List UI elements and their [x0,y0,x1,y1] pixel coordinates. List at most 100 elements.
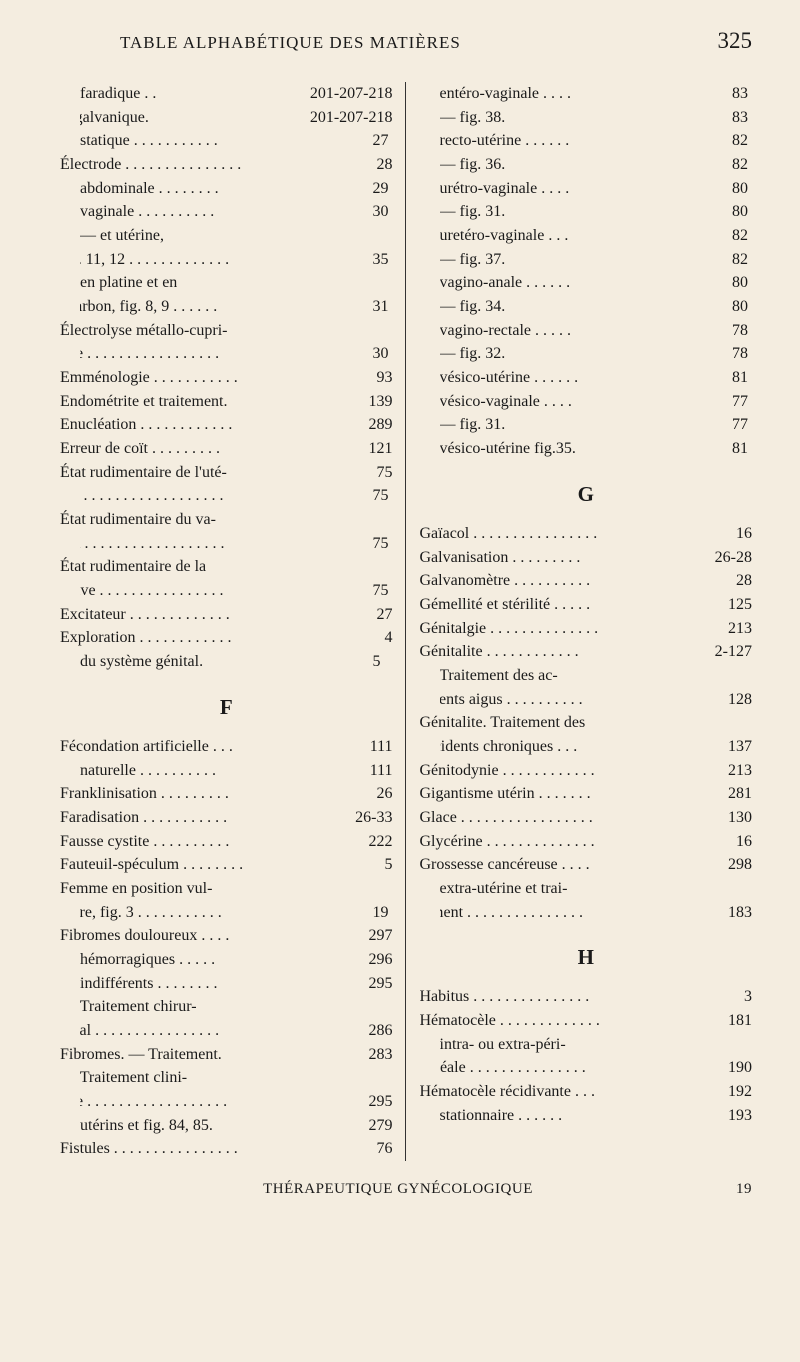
entry-page: 125 [728,593,752,617]
index-entry: Fibromes douloureux . . . .297 [60,924,393,948]
index-entry: — entéro-vaginale . . . .83 [420,82,753,106]
index-entry: Exploration . . . . . . . . . . . .4 [60,626,393,650]
entry-page: 26 [377,782,393,806]
entry-page: 190 [748,1056,752,1080]
entry-label: Glace . . . . . . . . . . . . . . . . . [420,806,593,830]
entry-label: État rudimentaire de l'uté- [60,461,227,485]
left-entries-block-1: — faradique . .201-207-218-- galvanique.… [60,82,393,674]
entry-label: Enucléation . . . . . . . . . . . . [60,413,232,437]
entry-page: 75 [377,461,393,485]
entry-label: Génitalite. Traitement des [420,711,586,735]
index-entry: accidents chroniques . . .137 [420,735,753,759]
page-number: 325 [718,28,753,54]
index-entry: — stationnaire . . . . . .193 [420,1104,753,1128]
entry-label: que . . . . . . . . . . . . . . . . . [80,342,219,366]
entry-label: — — fig. 34. [440,295,506,319]
section-letter-h: H [420,942,753,973]
index-entry: État rudimentaire du va- [60,508,393,532]
entry-label: — recto-utérine . . . . . . [440,129,570,153]
index-entry: — intra- ou extra-péri- [420,1033,753,1057]
index-entry: Fauteuil-spéculum . . . . . . . .5 [60,853,393,877]
index-entry: vaire, fig. 3 . . . . . . . . . . .19 [60,901,393,925]
entry-label: -- galvanique. [80,106,149,130]
entry-label: Erreur de coït . . . . . . . . . [60,437,220,461]
entry-page: 130 [728,806,752,830]
entry-page: 283 [369,1043,393,1067]
index-entry: Glycérine . . . . . . . . . . . . . .16 [420,830,753,854]
entry-page: 297 [369,924,393,948]
entry-label: vulve . . . . . . . . . . . . . . . . [80,579,224,603]
index-entry: Génitodynie . . . . . . . . . . . .213 [420,759,753,783]
index-entry: Galvanisation . . . . . . . . .26-28 [420,546,753,570]
index-entry: — faradique . .201-207-218 [60,82,393,106]
section-letter-g: G [420,479,753,510]
right-entries-block-3: Habitus . . . . . . . . . . . . . . .3Hé… [420,985,753,1127]
index-entry: État rudimentaire de l'uté- 75 [60,461,393,485]
entry-label: Gémellité et stérilité . . . . . [420,593,591,617]
index-entry: Fibromes. — Traitement.283 [60,1043,393,1067]
index-entry: Excitateur . . . . . . . . . . . . .27 [60,603,393,627]
entry-label: Hématocèle . . . . . . . . . . . . . [420,1009,600,1033]
index-entry: — vésico-vaginale . . . .77 [420,390,753,414]
entry-label: Fistules . . . . . . . . . . . . . . . . [60,1137,238,1161]
entry-label: tonéale . . . . . . . . . . . . . . . [440,1056,586,1080]
entry-label: Gaïacol . . . . . . . . . . . . . . . . [420,522,598,546]
index-entry: — utérins et fig. 84, 85. 279 [60,1114,393,1138]
index-entry: gical . . . . . . . . . . . . . . . .286 [60,1019,393,1043]
entry-label: — faradique . . [80,82,156,106]
index-entry: fig. 11, 12 . . . . . . . . . . . . .35 [60,248,393,272]
entry-label: Hématocèle récidivante . . . [420,1080,595,1104]
entry-page: 279 [389,1114,393,1138]
entry-label: Galvanisation . . . . . . . . . [420,546,581,570]
entry-page: 295 [389,972,393,996]
index-entry: — vagino-anale . . . . . .80 [420,271,753,295]
entry-page: 213 [728,617,752,641]
index-entry: tement . . . . . . . . . . . . . . .183 [420,901,753,925]
index-entry: — recto-utérine . . . . . .82 [420,129,753,153]
index-entry: -- galvanique.201-207-218 [60,106,393,130]
entry-page: 181 [728,1009,752,1033]
entry-label: que . . . . . . . . . . . . . . . . . . [80,1090,227,1114]
entry-page: 295 [389,1090,393,1114]
index-entry: Gémellité et stérilité . . . . . 125 [420,593,753,617]
index-entry: Enucléation . . . . . . . . . . . .289 [60,413,393,437]
entry-label: Galvanomètre . . . . . . . . . . [420,569,591,593]
index-entry: — hémorragiques . . . . .296 [60,948,393,972]
entry-page: 4 [385,626,393,650]
index-entry: — — fig. 31.77 [420,413,753,437]
index-entry: Faradisation . . . . . . . . . . .26-33 [60,806,393,830]
entry-label: — stationnaire . . . . . . [440,1104,563,1128]
index-entry: Fécondation artificielle . . .111 [60,735,393,759]
entry-label: — hémorragiques . . . . . [80,948,215,972]
index-entry: — du système génital.5 [60,650,393,674]
entry-page: 76 [377,1137,393,1161]
entry-label: tement . . . . . . . . . . . . . . . [440,901,584,925]
entry-label: État rudimentaire du va- [60,508,216,532]
entry-label: accidents chroniques . . . [440,735,578,759]
index-entry: — naturelle . . . . . . . . . .111 [60,759,393,783]
entry-label: Génitalite . . . . . . . . . . . . [420,640,579,664]
entry-page: 128 [748,688,752,712]
entry-label: — utérins et fig. 84, 85. [80,1114,213,1138]
entry-label: Fausse cystite . . . . . . . . . . [60,830,229,854]
index-entry: — urétro-vaginale . . . .80 [420,177,753,201]
entry-page: 16 [736,522,752,546]
entry-label: Génitalgie . . . . . . . . . . . . . . [420,617,599,641]
entry-page: 28 [736,569,752,593]
index-entry: Gigantisme utérin . . . . . . .281 [420,782,753,806]
entry-label: — extra-utérine et trai- [440,877,568,901]
index-entry: — Traitement clini- [60,1066,393,1090]
index-entry: Endométrite et traitement.139 [60,390,393,414]
entry-page: 3 [744,985,752,1009]
entry-label: Emménologie . . . . . . . . . . . [60,366,238,390]
entry-label: — entéro-vaginale . . . . [440,82,572,106]
entry-label: Gigantisme utérin . . . . . . . [420,782,591,806]
entry-page: 121 [369,437,393,461]
index-entry: — vésico-utérine . . . . . .81 [420,366,753,390]
entry-page: 192 [728,1080,752,1104]
index-entry: — — fig. 32.78 [420,342,753,366]
entry-label: — intra- ou extra-péri- [440,1033,566,1057]
index-entry: — vésico-utérine fig.35.81 [420,437,753,461]
index-entry: — extra-utérine et trai- [420,877,753,901]
entry-label: — naturelle . . . . . . . . . . [80,759,216,783]
